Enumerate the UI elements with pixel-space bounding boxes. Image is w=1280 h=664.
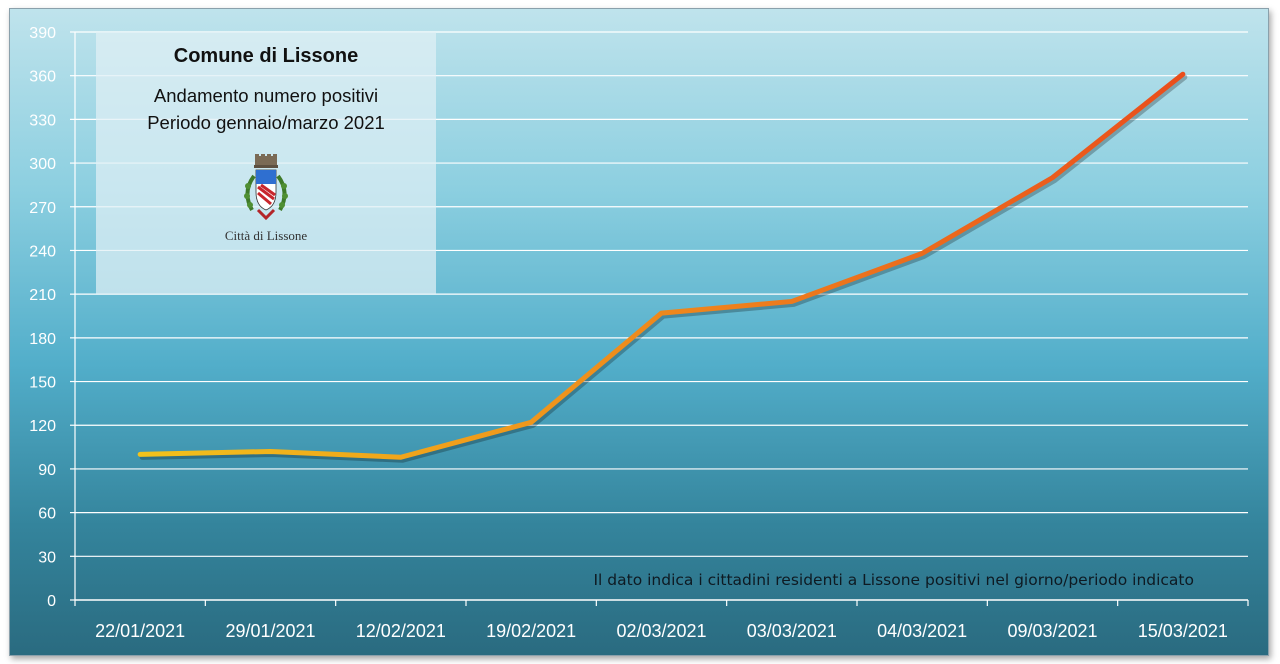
y-tick-label: 390: [29, 25, 56, 42]
x-tick-label: 09/03/2021: [1007, 621, 1097, 641]
y-axis-tick-labels: 0 30 60 90 120 150 180 210 240 270 300 330 360 390: [29, 25, 56, 610]
x-tick-label: 03/03/2021: [747, 621, 837, 641]
y-tick-label: 210: [29, 287, 56, 304]
x-tick-label: 29/01/2021: [225, 621, 315, 641]
x-tick-label: 12/02/2021: [356, 621, 446, 641]
x-tick-label: 22/01/2021: [95, 621, 185, 641]
x-tick-label: 02/03/2021: [616, 621, 706, 641]
x-axis-tick-labels: 22/01/2021 29/01/2021 12/02/2021 19/02/2021…: [95, 621, 1228, 641]
y-tick-label: 180: [29, 331, 56, 348]
box-subtitle-line1: Andamento numero positivi: [153, 85, 379, 106]
chart-annotation: Il dato indica i cittadini residenti a L…: [593, 571, 1194, 589]
y-tick-label: 120: [29, 418, 56, 435]
series-layer: [137, 71, 1188, 463]
y-tick-label: 150: [29, 375, 56, 392]
x-tick-label: 15/03/2021: [1138, 621, 1228, 641]
y-tick-label: 60: [38, 506, 56, 523]
box-subtitle-line2: Periodo gennaio/marzo 2021: [147, 112, 385, 133]
logo-caption: Città di Lissone: [224, 228, 308, 243]
y-tick-label: 90: [38, 462, 56, 479]
y-tick-label: 330: [29, 112, 56, 129]
box-title: Comune di Lissone: [173, 45, 359, 67]
x-tick-label: 19/02/2021: [486, 621, 576, 641]
x-tick-label: 04/03/2021: [877, 621, 967, 641]
y-tick-label: 270: [29, 200, 56, 217]
axes: [70, 31, 1249, 606]
y-tick-label: 240: [29, 243, 56, 260]
y-tick-label: 0: [47, 593, 56, 610]
y-tick-label: 360: [29, 69, 56, 86]
y-tick-label: 300: [29, 156, 56, 173]
y-tick-label: 30: [38, 549, 56, 566]
info-box: Comune di Lissone Andamento numero posit…: [96, 32, 436, 294]
series-line-shadow: [139, 74, 1188, 463]
series-line: [137, 71, 1186, 460]
city-crest-icon: [244, 154, 288, 221]
